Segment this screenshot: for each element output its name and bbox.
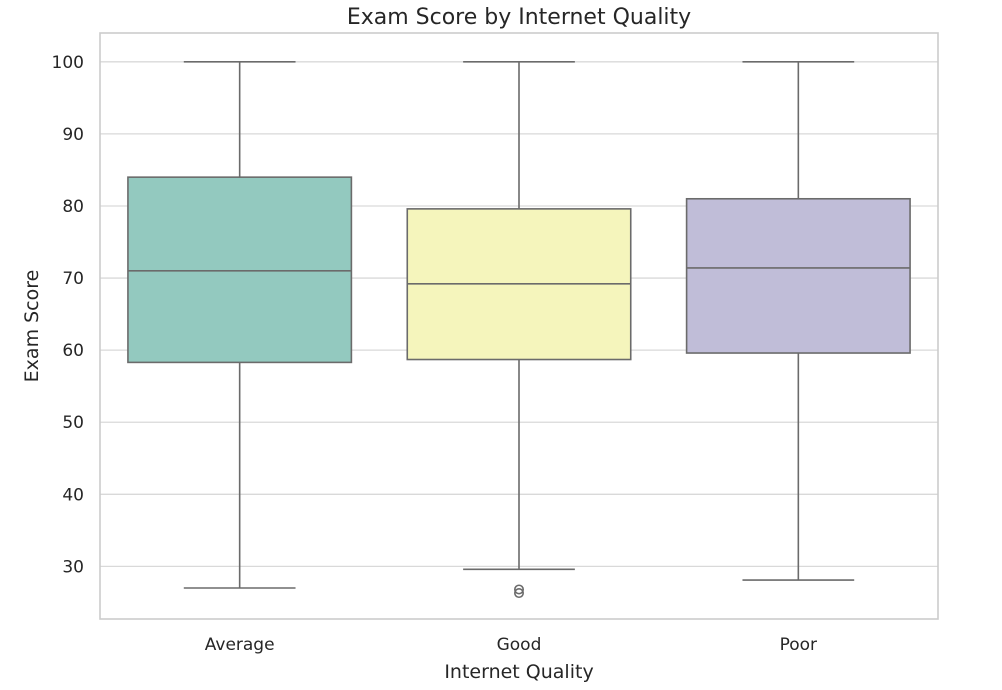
- plot-frame: [99, 32, 939, 620]
- outlier-good-1: [513, 584, 524, 595]
- x-tick-label-average: Average: [205, 635, 275, 655]
- y-tick-label-70: 70: [62, 269, 84, 289]
- y-tick-label-90: 90: [62, 125, 84, 145]
- x-tick-label-good: Good: [497, 635, 542, 655]
- x-tick-labels: Average Good Poor: [205, 635, 817, 655]
- y-tick-label-50: 50: [62, 413, 84, 433]
- outlier-good-0: [513, 588, 524, 599]
- y-tick-label-30: 30: [62, 557, 84, 577]
- y-axis-label: Exam Score: [21, 270, 43, 383]
- box-poor: [685, 197, 911, 354]
- y-tick-label-100: 100: [52, 53, 84, 73]
- box-group-good: [406, 61, 632, 599]
- box-series: [127, 61, 911, 599]
- y-tick-labels: 30 40 50 60 70 80 90 100: [52, 53, 84, 578]
- chart-title: Exam Score by Internet Quality: [347, 5, 691, 30]
- box-group-poor: [685, 61, 911, 581]
- y-tick-label-40: 40: [62, 485, 84, 505]
- x-axis-label: Internet Quality: [444, 661, 593, 683]
- y-tick-label-80: 80: [62, 197, 84, 217]
- x-tick-label-poor: Poor: [780, 635, 817, 655]
- box-average: [127, 176, 353, 364]
- box-group-average: [127, 61, 353, 589]
- y-tick-label-60: 60: [62, 341, 84, 361]
